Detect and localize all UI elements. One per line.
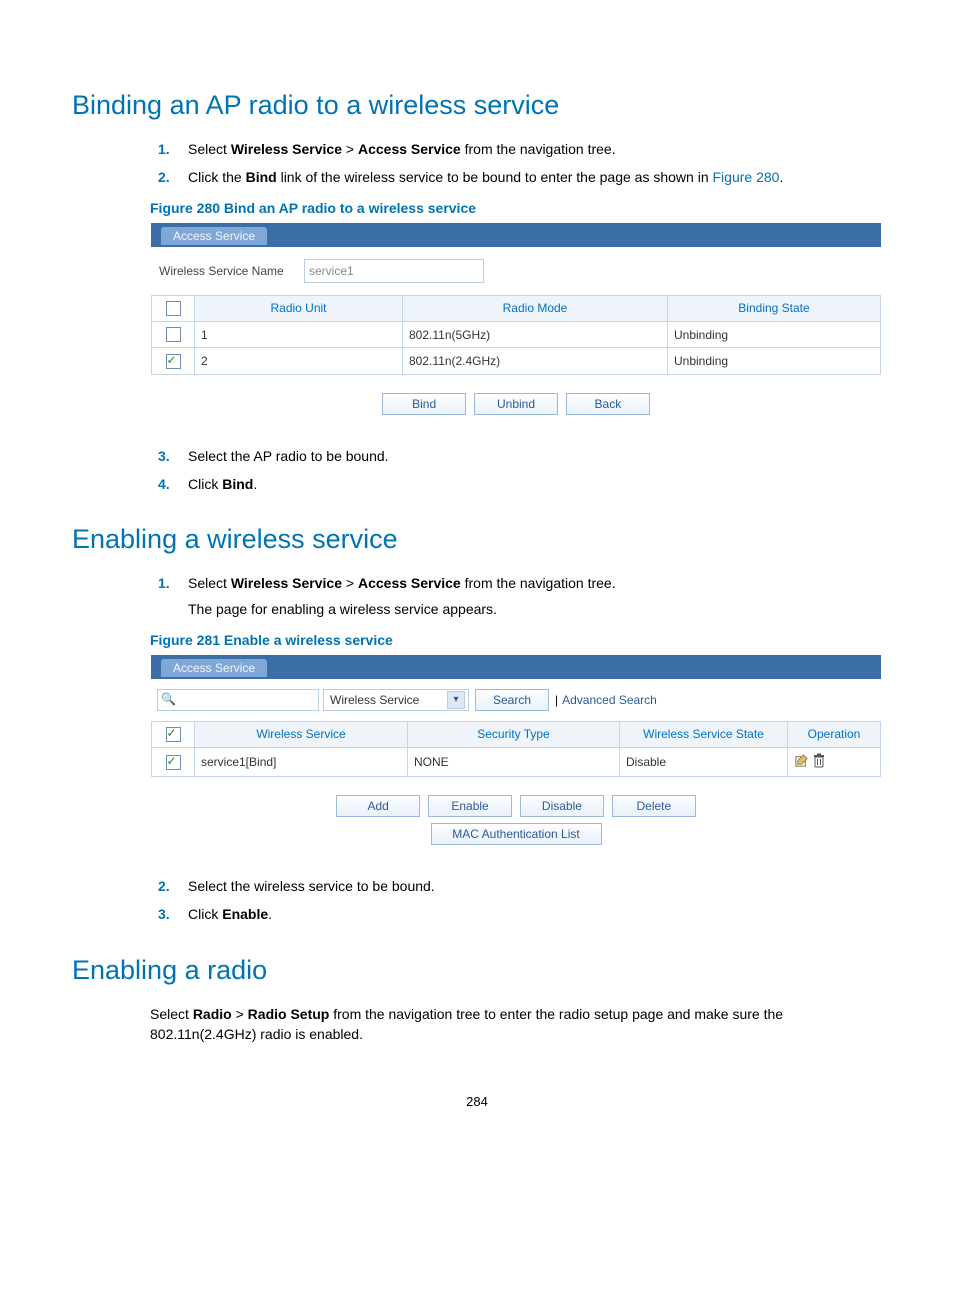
col-security-type[interactable]: Security Type	[408, 721, 620, 747]
service-table: Wireless Service Security Type Wireless …	[151, 721, 881, 777]
edit-icon[interactable]	[794, 753, 809, 771]
figure-281-caption: Figure 281 Enable a wireless service	[150, 632, 882, 648]
tab-row: Access Service	[151, 223, 881, 247]
col-operation[interactable]: Operation	[788, 721, 881, 747]
select-all-checkbox[interactable]	[166, 301, 181, 316]
row-checkbox-1[interactable]	[166, 327, 181, 342]
trash-icon[interactable]	[812, 753, 826, 771]
row-checkbox-service1[interactable]	[166, 755, 181, 770]
disable-button[interactable]: Disable	[520, 795, 604, 817]
tab-row-281: Access Service	[151, 655, 881, 679]
search-button[interactable]: Search	[475, 689, 549, 711]
step-2: 2. Click the Bind link of the wireless s…	[188, 167, 882, 187]
mac-auth-list-button[interactable]: MAC Authentication List	[431, 823, 602, 845]
col-binding-state[interactable]: Binding State	[668, 295, 881, 321]
search-input[interactable]: 🔍	[157, 689, 319, 711]
step-2b: 2.Select the wireless service to be boun…	[188, 876, 882, 896]
add-button[interactable]: Add	[336, 795, 420, 817]
bind-button[interactable]: Bind	[382, 393, 466, 415]
wireless-service-name-input[interactable]	[304, 259, 484, 283]
unbind-button[interactable]: Unbind	[474, 393, 558, 415]
page-number: 284	[72, 1094, 882, 1109]
figure-280-panel: Access Service Wireless Service Name Rad…	[150, 222, 882, 426]
col-wireless-service[interactable]: Wireless Service	[195, 721, 408, 747]
figure-281-panel: Access Service 🔍 Wireless Service ▾ Sear…	[150, 654, 882, 856]
heading-enabling-radio: Enabling a radio	[72, 955, 882, 986]
figure-280-caption: Figure 280 Bind an AP radio to a wireles…	[150, 200, 882, 216]
radio-table: Radio Unit Radio Mode Binding State 1 80…	[151, 295, 881, 375]
separator: |	[555, 693, 558, 707]
step-3b: 3. Click Enable.	[188, 904, 882, 924]
col-service-state[interactable]: Wireless Service State	[620, 721, 788, 747]
step-1b: 1. Select Wireless Service > Access Serv…	[188, 573, 882, 620]
heading-enabling-service: Enabling a wireless service	[72, 524, 882, 555]
search-icon: 🔍	[161, 692, 176, 706]
radio-paragraph: Select Radio > Radio Setup from the navi…	[150, 1004, 882, 1045]
table-row: 2 802.11n(2.4GHz) Unbinding	[152, 348, 881, 374]
step-1b-followup: The page for enabling a wireless service…	[188, 599, 882, 619]
col-radio-unit[interactable]: Radio Unit	[195, 295, 403, 321]
heading-binding: Binding an AP radio to a wireless servic…	[72, 90, 882, 121]
table-row: service1[Bind] NONE Disable	[152, 748, 881, 777]
step-3: 3.Select the AP radio to be bound.	[188, 446, 882, 466]
select-all-checkbox-281[interactable]	[166, 727, 181, 742]
figure-link-280[interactable]: Figure 280	[713, 169, 780, 185]
search-category-dropdown[interactable]: Wireless Service ▾	[323, 689, 469, 711]
enable-button[interactable]: Enable	[428, 795, 512, 817]
step-1: 1. Select Wireless Service > Access Serv…	[188, 139, 882, 159]
delete-button[interactable]: Delete	[612, 795, 696, 817]
table-row: 1 802.11n(5GHz) Unbinding	[152, 321, 881, 347]
advanced-search-link[interactable]: Advanced Search	[562, 693, 657, 707]
back-button[interactable]: Back	[566, 393, 650, 415]
col-radio-mode[interactable]: Radio Mode	[403, 295, 668, 321]
step-4: 4. Click Bind.	[188, 474, 882, 494]
wireless-service-name-label: Wireless Service Name	[159, 264, 304, 278]
chevron-down-icon: ▾	[447, 691, 465, 709]
tab-access-service[interactable]: Access Service	[161, 227, 267, 245]
tab-access-service-281[interactable]: Access Service	[161, 659, 267, 677]
row-checkbox-2[interactable]	[166, 354, 181, 369]
